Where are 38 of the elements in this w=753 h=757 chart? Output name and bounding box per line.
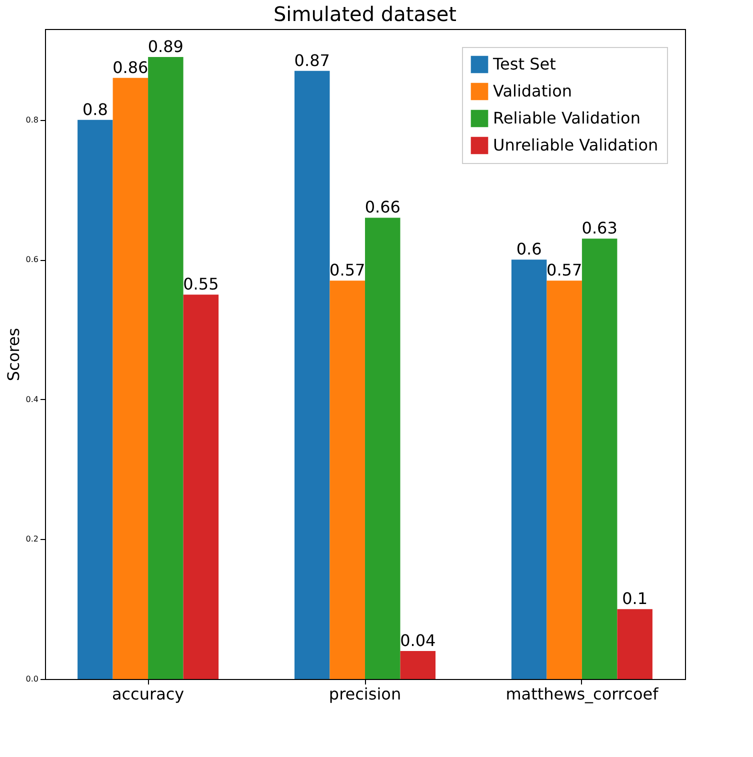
data-label: 0.57 [330,260,366,280]
bar [582,238,618,679]
data-label: 0.1 [622,589,648,608]
bar [617,609,652,679]
bar [183,294,219,679]
y-tick-label: 0.0 [26,674,38,684]
legend-label: Validation [493,82,572,100]
bar [148,56,184,679]
y-axis-title: Scores [4,328,23,382]
chart-title: Simulated dataset [273,2,457,26]
data-label: 0.86 [112,58,148,77]
bar [294,70,330,679]
x-tick-label: matthews_corrcoef [506,684,659,704]
y-tick-label: 0.2 [26,534,38,544]
bar [78,120,113,679]
data-label: 0.87 [294,50,330,70]
x-tick-label: precision [328,684,402,704]
data-label: 0.89 [148,36,184,56]
data-label: 0.57 [546,260,582,280]
bar [511,260,547,679]
bar [400,651,436,679]
y-tick-label: 0.4 [26,394,38,404]
data-label: 0.55 [183,274,219,294]
data-label: 0.63 [582,218,618,238]
data-label: 0.04 [400,631,436,650]
bar [112,78,148,679]
bar [365,218,400,679]
data-label: 0.66 [364,198,400,217]
bar [546,280,582,679]
x-tick-label: accuracy [112,684,184,704]
legend-label: Unreliable Validation [493,136,658,154]
legend-label: Reliable Validation [493,108,640,128]
y-tick-label: 0.8 [26,115,38,124]
legend-label: Test Set [492,54,556,74]
data-label: 0.6 [516,240,542,259]
bar [330,280,365,679]
data-label: 0.8 [82,100,108,119]
y-tick-label: 0.6 [26,255,38,264]
